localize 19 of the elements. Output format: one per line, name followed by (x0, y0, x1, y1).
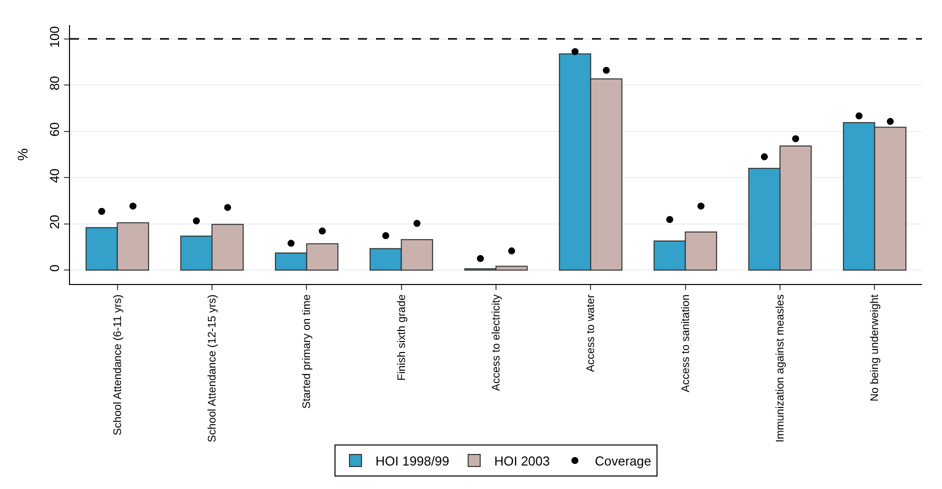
y-tick-label: 80 (46, 76, 62, 90)
x-tick-label: Access to water (585, 294, 598, 372)
y-tick-label: 60 (46, 122, 62, 137)
y-tick-label: 40 (46, 168, 62, 183)
x-tick-label: Finish sixth grade (396, 294, 408, 381)
x-tick-label: Started primary on time (301, 294, 314, 409)
x-tick-label: Immunization against measles (774, 294, 787, 442)
y-axis-title: % (14, 148, 30, 161)
x-tick-label: No being underweight (869, 294, 882, 402)
y-tick-label: 20 (46, 214, 62, 230)
x-tick-label: Access to electricity (490, 294, 503, 391)
legend-label: HOI 1998/99 (376, 454, 450, 469)
x-tick-label: Access to sanitation (680, 294, 692, 392)
y-tick-label: 100 (46, 26, 62, 48)
x-tick-label: School Attendance (6-11 yrs) (112, 294, 124, 436)
legend-label: Coverage (594, 454, 652, 469)
x-tick-label: School Attendance (12-15 yrs) (206, 294, 219, 442)
legend-label: HOI 2003 (494, 454, 550, 469)
y-tick-label: 0 (46, 264, 62, 272)
